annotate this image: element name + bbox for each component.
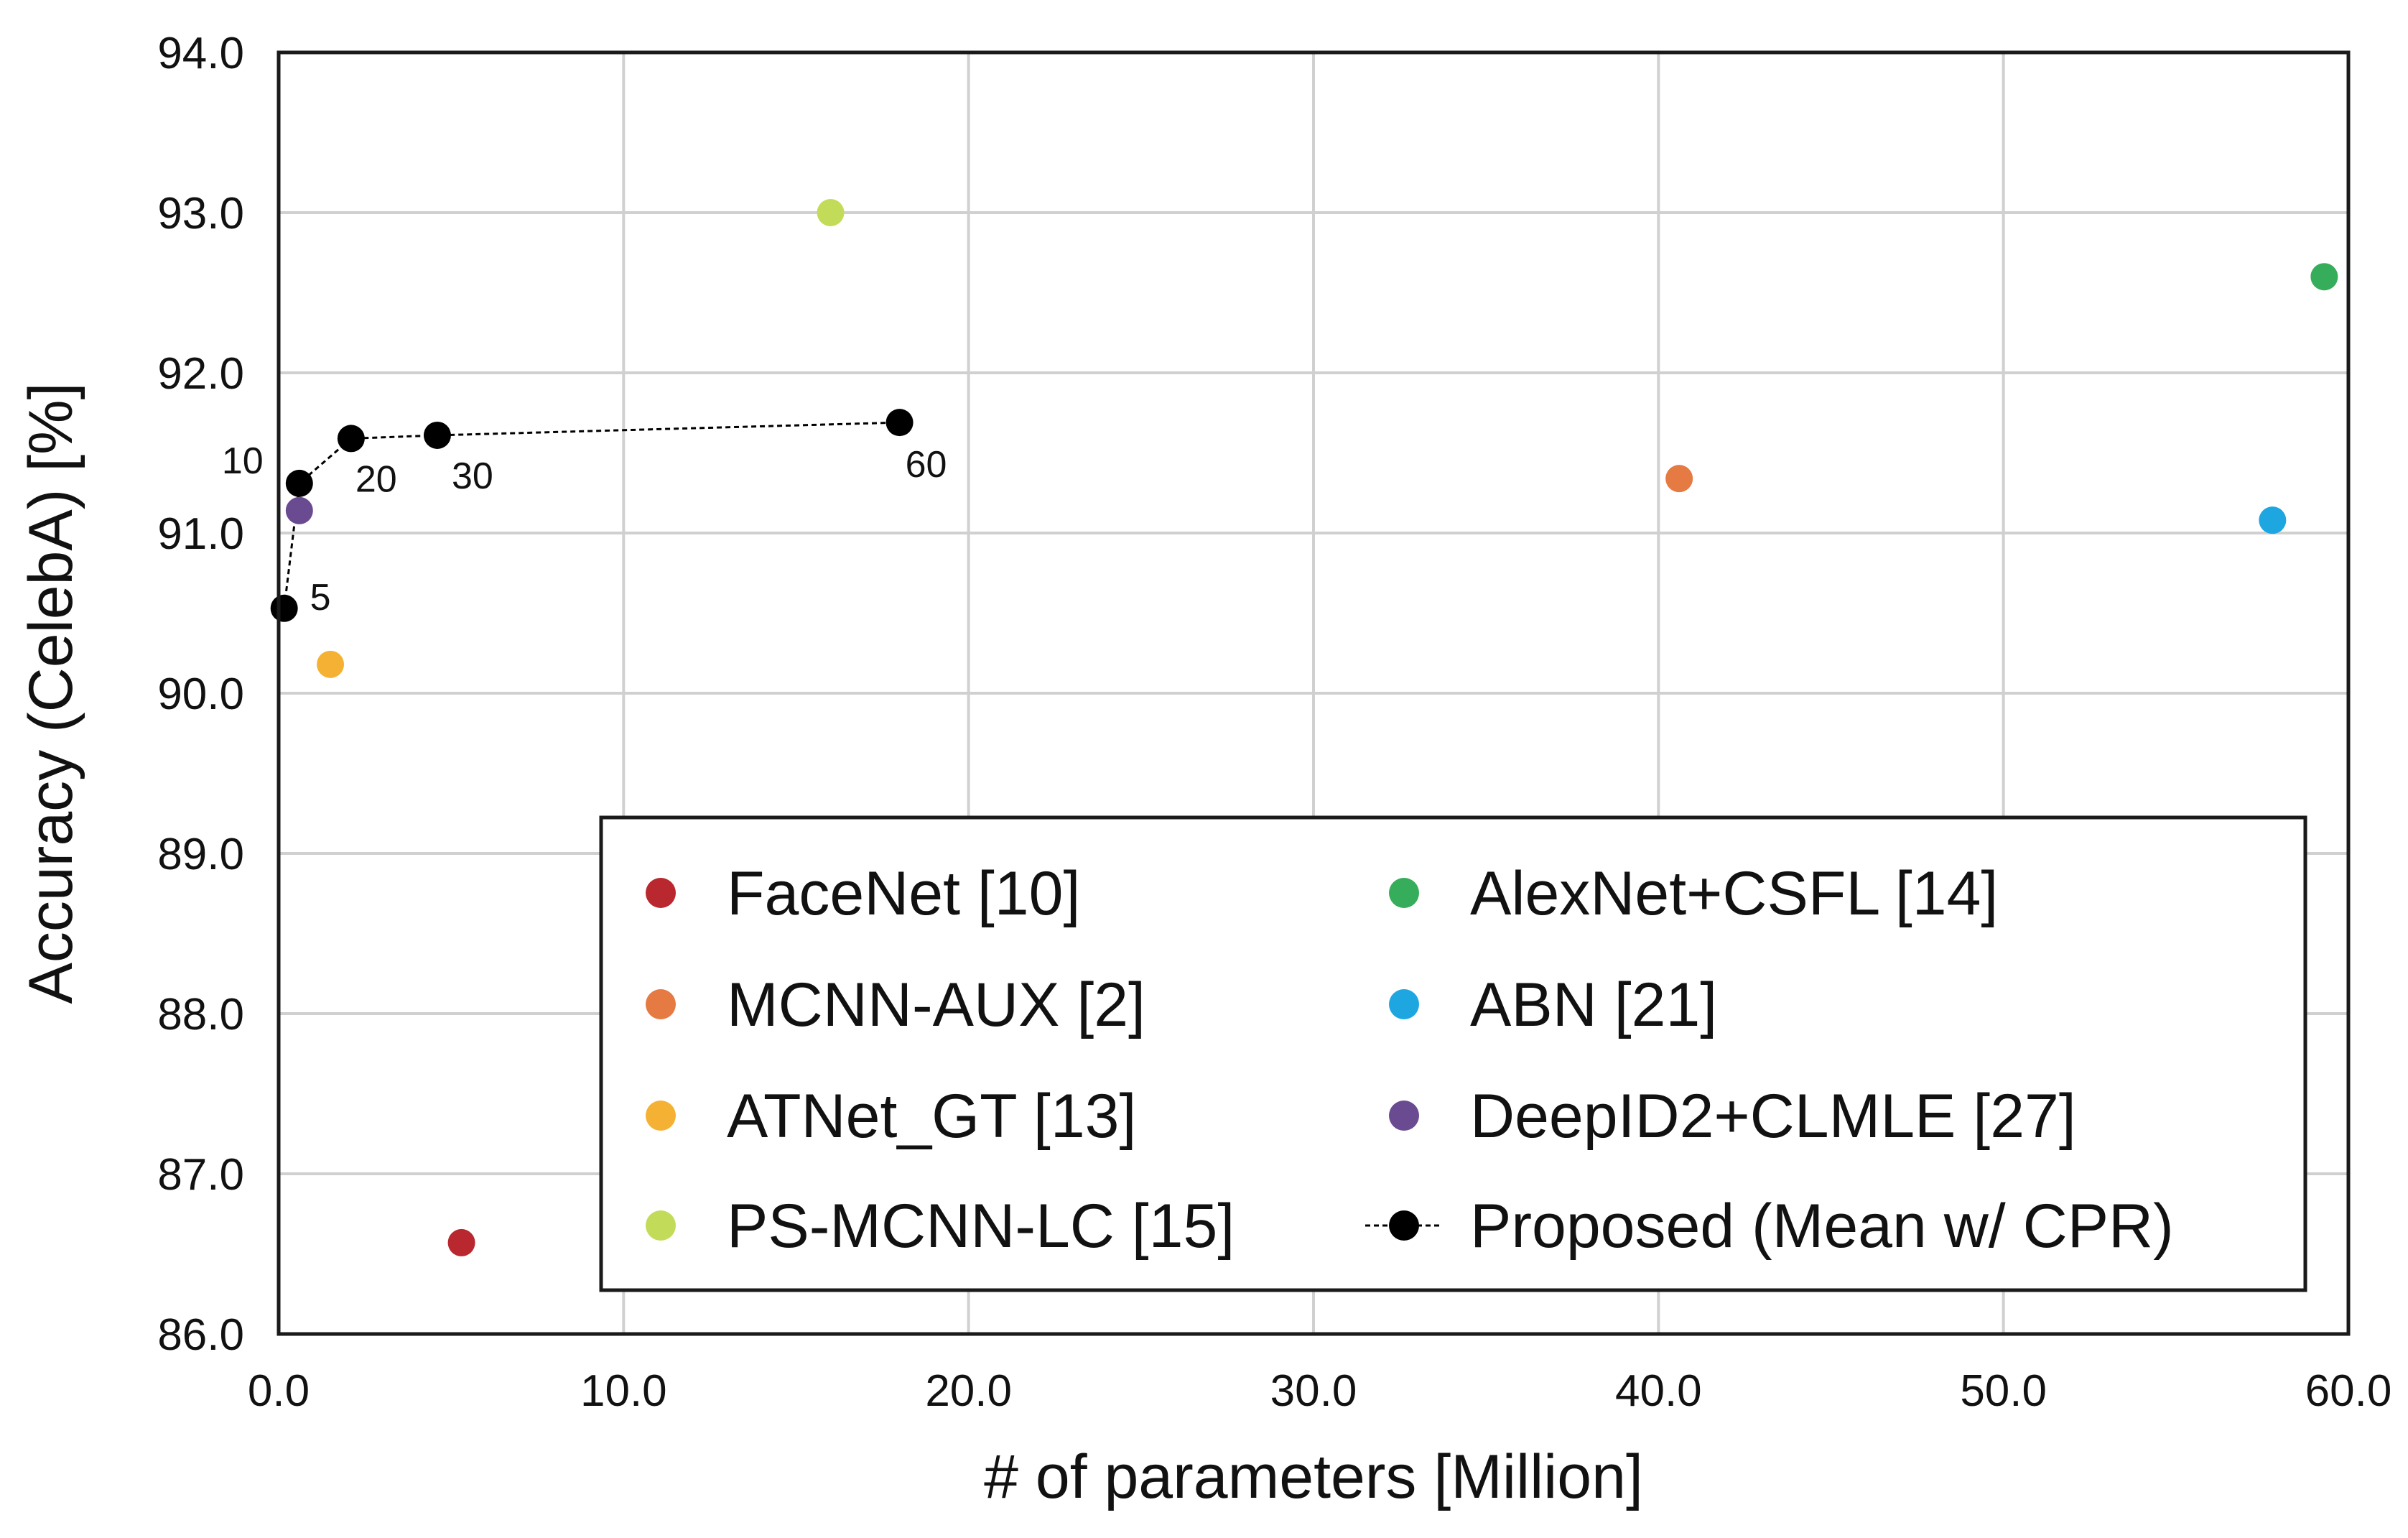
data-point: [885, 409, 914, 437]
legend-marker: [1389, 1101, 1419, 1131]
y-tick-label: 89.0: [157, 830, 244, 879]
legend-marker: [1389, 1210, 1419, 1241]
y-tick-label: 90.0: [157, 670, 244, 719]
y-tick-label: 87.0: [157, 1150, 244, 1200]
point-labels: 5 10 20 30 60: [222, 440, 947, 619]
data-point: [337, 425, 365, 453]
data-point: [2310, 263, 2338, 291]
y-axis-label: Accuracy (CelebA) [%]: [17, 382, 85, 1004]
data-point: [2259, 506, 2287, 534]
legend-marker: [1389, 878, 1419, 908]
legend-marker: [646, 1210, 676, 1241]
legend-label: ATNet_GT [13]: [727, 1082, 1136, 1151]
legend-label: FaceNet [10]: [727, 859, 1080, 928]
x-axis-ticks: 0.0 10.0 20.0 30.0 40.0 50.0 60.0: [248, 1366, 2391, 1416]
x-tick-label: 20.0: [925, 1366, 1012, 1416]
legend-item: AlexNet+CSFL [14]: [1389, 859, 1998, 928]
x-tick-label: 40.0: [1615, 1366, 1702, 1416]
y-tick-label: 93.0: [157, 189, 244, 238]
x-tick-label: 0.0: [248, 1366, 310, 1416]
data-point: [285, 496, 313, 524]
legend-marker: [646, 989, 676, 1019]
x-tick-label: 60.0: [2305, 1366, 2392, 1416]
y-tick-label: 88.0: [157, 990, 244, 1039]
point-label: 5: [310, 577, 331, 619]
point-label: 30: [452, 455, 493, 497]
point-label: 20: [355, 458, 397, 500]
legend-label: PS-MCNN-LC [15]: [727, 1192, 1235, 1261]
x-tick-label: 10.0: [580, 1366, 667, 1416]
legend-item: ATNet_GT [13]: [646, 1082, 1136, 1151]
legend: FaceNet [10] MCNN-AUX [2] ATNet_GT [13] PS-…: [599, 815, 2307, 1292]
legend-marker: [1389, 989, 1419, 1019]
point-label: 10: [222, 440, 264, 482]
legend-marker: [646, 1101, 676, 1131]
data-point: [1665, 465, 1693, 493]
data-point: [317, 650, 345, 678]
y-axis-ticks: 86.0 87.0 88.0 89.0 90.0 91.0 92.0 93.0 94.0: [157, 29, 244, 1360]
legend-label: AlexNet+CSFL [14]: [1470, 859, 1998, 928]
legend-item: PS-MCNN-LC [15]: [646, 1192, 1235, 1261]
y-tick-label: 94.0: [157, 29, 244, 78]
plot-frame: [276, 50, 2351, 1336]
legend-item: ABN [21]: [1389, 970, 1717, 1039]
data-point: [270, 594, 298, 622]
y-tick-label: 91.0: [157, 509, 244, 559]
legend-item: FaceNet [10]: [646, 859, 1080, 928]
data-point: [817, 199, 845, 226]
legend-item: MCNN-AUX [2]: [646, 970, 1145, 1039]
legend-item: Proposed (Mean w/ CPR): [1365, 1192, 2174, 1261]
x-tick-label: 50.0: [1960, 1366, 2047, 1416]
x-tick-label: 30.0: [1270, 1366, 1357, 1416]
data-point: [447, 1228, 475, 1256]
legend-marker: [646, 878, 676, 908]
data-point: [285, 469, 313, 497]
legend-label: DeepID2+CLMLE [27]: [1470, 1082, 2076, 1151]
legend-label: MCNN-AUX [2]: [727, 970, 1145, 1039]
x-axis-label: # of parameters [Million]: [984, 1442, 1643, 1511]
data-points: [270, 199, 2338, 1256]
legend-label: Proposed (Mean w/ CPR): [1470, 1192, 2174, 1261]
legend-item: DeepID2+CLMLE [27]: [1389, 1082, 2076, 1151]
y-tick-label: 92.0: [157, 349, 244, 399]
point-label: 60: [906, 444, 947, 486]
data-point: [423, 421, 451, 449]
legend-box: [599, 815, 2307, 1292]
legend-label: ABN [21]: [1470, 970, 1717, 1039]
y-tick-label: 86.0: [157, 1310, 244, 1360]
